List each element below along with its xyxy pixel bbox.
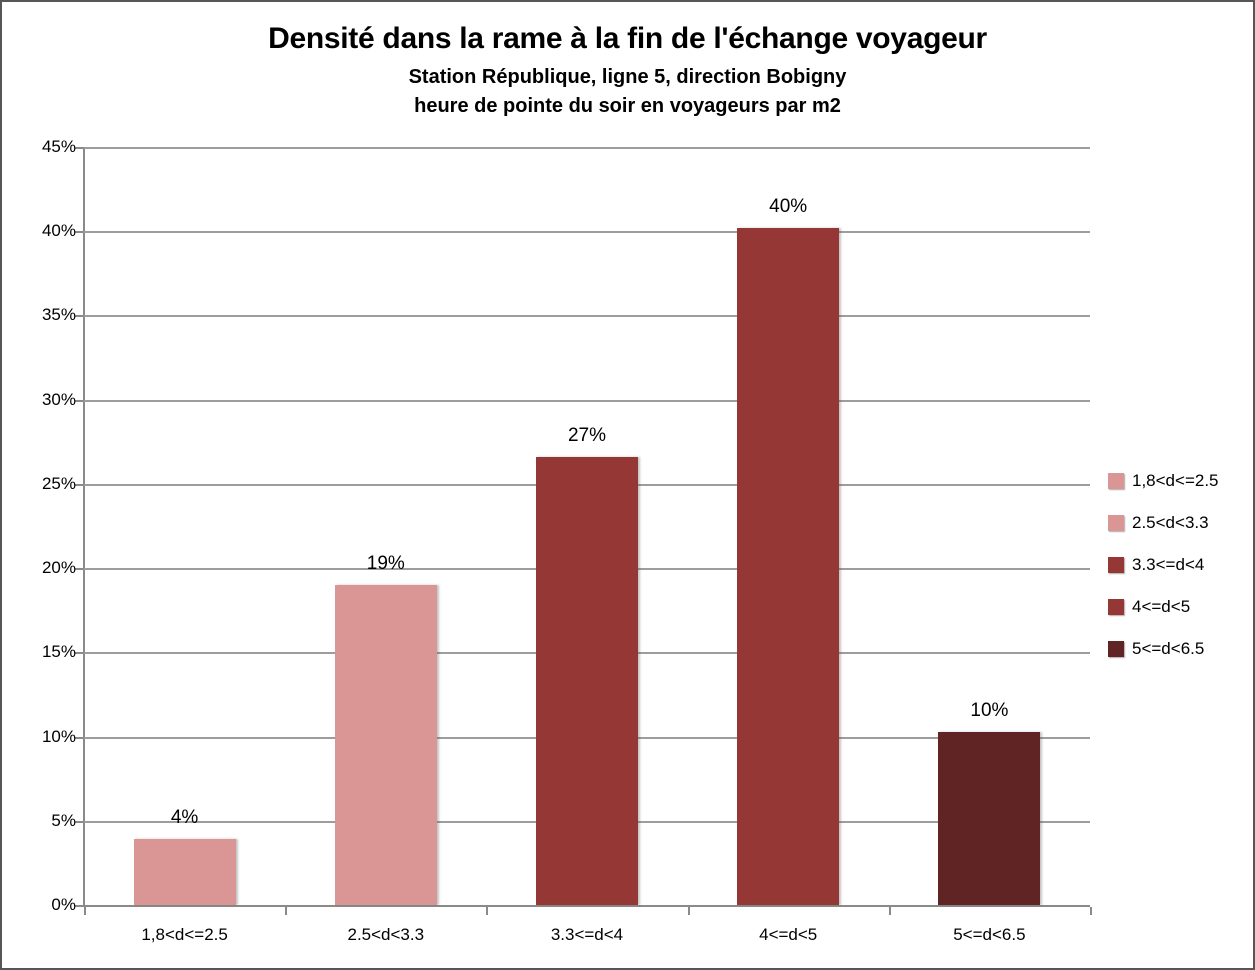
y-axis-tick xyxy=(75,483,83,486)
x-axis-label: 5<=d<6.5 xyxy=(953,925,1026,944)
gridline xyxy=(84,399,1090,402)
y-axis-tick xyxy=(75,399,83,402)
category-slot: 19% 2.5<d<3.3 xyxy=(285,147,486,944)
legend-label: 4<=d<5 xyxy=(1132,597,1191,616)
y-axis-tick xyxy=(75,315,83,318)
bar-value-label: 4% xyxy=(170,807,199,829)
x-axis-label: 4<=d<5 xyxy=(759,925,818,944)
legend-label: 2.5<d<3.3 xyxy=(1132,513,1209,532)
y-axis-label: 45% xyxy=(41,137,76,156)
x-axis-label: 3.3<=d<4 xyxy=(550,925,624,944)
legend-item: 3.3<=d<4 xyxy=(1108,544,1219,586)
plot-area: 0% 5% 10% 15% 20% 25% 30% 35% 40% 45% 4% 1,8<d<=2.5… xyxy=(42,137,1092,944)
bar xyxy=(133,839,236,905)
legend-swatch-icon xyxy=(1108,473,1124,489)
legend-swatch-icon xyxy=(1108,641,1124,657)
chart-subtitle-line1: Station République, ligne 5, direction B… xyxy=(408,65,847,88)
legend-label: 1,8<d<=2.5 xyxy=(1132,471,1219,490)
y-axis-label: 40% xyxy=(41,221,76,241)
x-axis-tick xyxy=(1090,907,1092,915)
y-axis-label: 25% xyxy=(41,473,76,493)
x-axis-tick xyxy=(486,907,489,915)
y-axis-label: 0% xyxy=(51,895,76,914)
legend-label: 5<=d<6.5 xyxy=(1132,639,1205,658)
legend-item: 2.5<d<3.3 xyxy=(1108,502,1219,544)
category-slot: 4% 1,8<d<=2.5 xyxy=(84,147,285,944)
legend-swatch-icon xyxy=(1108,515,1124,531)
bar-value-label: 19% xyxy=(366,552,405,574)
y-axis-label: 10% xyxy=(41,726,76,746)
y-axis-tick xyxy=(75,231,83,234)
chart-subtitle-line2: heure de pointe du soir en voyageurs par… xyxy=(414,94,841,117)
y-axis-label: 15% xyxy=(41,642,76,662)
bar-value-label: 10% xyxy=(970,699,1009,721)
gridline xyxy=(84,315,1090,318)
x-axis-tick xyxy=(285,907,288,915)
legend-label: 3.3<=d<4 xyxy=(1132,555,1205,574)
bar xyxy=(938,731,1041,905)
chart-title: Densité dans la rame à la fin de l'échan… xyxy=(268,22,987,55)
bar-value-label: 27% xyxy=(567,424,606,446)
legend-item: 5<=d<6.5 xyxy=(1108,628,1219,670)
legend-swatch-icon xyxy=(1108,599,1124,615)
legend-item: 4<=d<5 xyxy=(1108,586,1219,628)
chart-subtitle: Station République, ligne 5, direction B… xyxy=(2,63,1253,121)
x-axis-label: 1,8<d<=2.5 xyxy=(141,925,228,944)
bar xyxy=(737,227,840,905)
legend-swatch-icon xyxy=(1108,557,1124,573)
y-axis-tick xyxy=(75,905,83,907)
category-slot: 40% 4<=d<5 xyxy=(688,147,889,944)
bar xyxy=(535,456,638,905)
x-axis-tick xyxy=(84,907,86,915)
y-axis-label: 30% xyxy=(41,389,76,409)
y-axis-tick xyxy=(75,736,83,739)
y-axis-tick xyxy=(75,147,83,149)
chart-title-block: Densité dans la rame à la fin de l'échan… xyxy=(2,22,1253,121)
x-axis-tick xyxy=(888,907,891,915)
bar xyxy=(334,584,437,905)
y-axis-tick xyxy=(75,568,83,571)
y-axis-label: 35% xyxy=(41,305,76,325)
gridline xyxy=(84,231,1090,234)
y-axis-label: 5% xyxy=(51,810,76,830)
legend-item: 1,8<d<=2.5 xyxy=(1108,460,1219,502)
category-slot: 27% 3.3<=d<4 xyxy=(486,147,687,944)
category-slot: 10% 5<=d<6.5 xyxy=(889,147,1090,944)
x-axis-line xyxy=(76,905,1090,907)
y-axis-tick xyxy=(75,652,83,655)
y-axis-tick xyxy=(75,820,83,823)
bar-value-label: 40% xyxy=(769,195,808,217)
x-axis-label: 2.5<d<3.3 xyxy=(347,925,425,944)
gridline xyxy=(84,147,1090,149)
x-axis-tick xyxy=(687,907,690,915)
y-axis-line xyxy=(83,147,85,905)
y-axis-label: 20% xyxy=(41,558,76,578)
legend: 1,8<d<=2.5 2.5<d<3.3 3.3<=d<4 4<=d<5 5<=d<6.… xyxy=(1108,460,1219,670)
